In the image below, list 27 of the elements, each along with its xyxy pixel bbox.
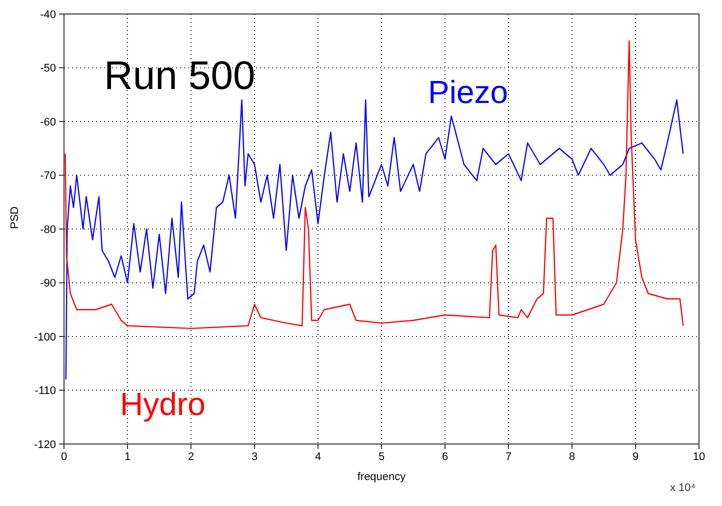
series-label: Hydro xyxy=(120,386,206,422)
x-axis-title: frequency xyxy=(357,471,406,483)
y-tick-label: -90 xyxy=(40,278,56,290)
x-tick-label: 6 xyxy=(442,450,448,463)
x-tick-label: 5 xyxy=(378,450,385,463)
y-tick-label: -110 xyxy=(34,385,56,398)
line-series xyxy=(64,40,684,330)
x-tick-label: 4 xyxy=(314,450,322,463)
x-tick-label: 8 xyxy=(568,450,576,463)
y-axis-title: PSD xyxy=(8,206,21,229)
y-tick-label: -120 xyxy=(34,438,56,451)
y-tick-label: -70 xyxy=(40,170,56,182)
y-tick-label: -80 xyxy=(40,224,56,236)
y-tick-label: -40 xyxy=(40,8,56,21)
x-tick-label: 2 xyxy=(188,450,194,463)
series-label: Piezo xyxy=(428,74,508,110)
x-tick-label: 7 xyxy=(505,450,512,463)
x-tick-label: 9 xyxy=(632,450,639,463)
x-tick-label: 0 xyxy=(60,450,68,463)
text: x 10⁴ xyxy=(670,482,696,494)
x-tick-label: 1 xyxy=(124,450,131,463)
y-tick-label: -50 xyxy=(40,62,56,75)
y-tick-label: -60 xyxy=(40,116,56,128)
x-tick-label: 10 xyxy=(692,450,706,463)
y-tick-label: -100 xyxy=(34,331,56,344)
annotation: Run 500 xyxy=(104,54,256,98)
x-tick-label: 3 xyxy=(251,450,258,463)
